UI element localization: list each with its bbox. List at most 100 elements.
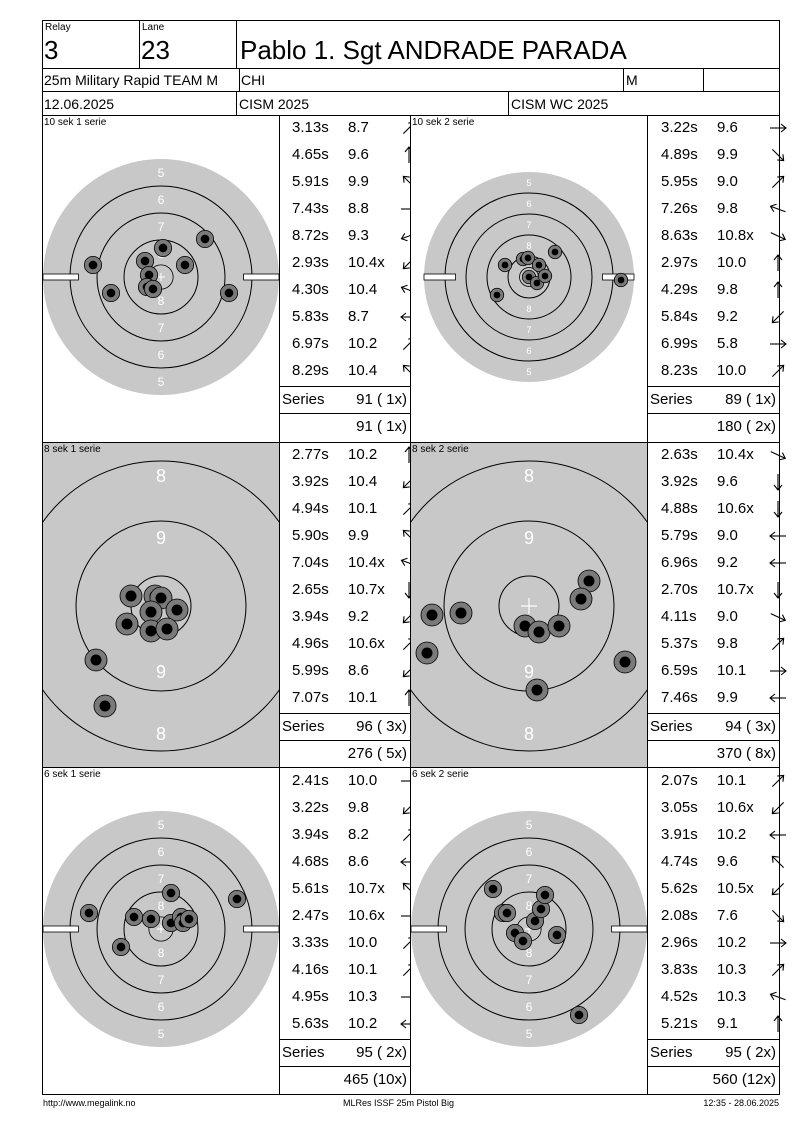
direction-arrow-icon [769,203,786,213]
shot-hole-core [88,260,98,270]
competition-name: CISM 2025 [239,96,310,112]
shot-time: 2.97s [661,254,698,271]
shot-time: 3.94s [292,608,329,625]
shot-time: 3.94s [292,826,329,843]
ring-number: 8 [526,946,533,960]
shot-row: 4.65s 9.6 [292,141,414,168]
shot-hole-core [540,890,550,900]
ring-number: 8 [526,304,531,315]
shot-score: 10.1 [717,772,747,789]
shot-score: 9.8 [717,200,738,217]
shot-time: 2.07s [661,772,698,789]
shot-score: 10.2 [717,826,747,843]
shot-time: 7.26s [661,200,698,217]
shot-hole-core [161,623,173,635]
shot-score: 9.6 [717,473,738,490]
shot-row: 2.47s 10.6x [292,902,418,929]
shot-row: 5.63s 10.2 [292,1010,417,1037]
shot-time: 5.84s [661,308,698,325]
ring-number: 7 [158,321,165,335]
direction-arrow-icon [771,310,785,324]
direction-arrow-icon [773,254,783,271]
shot-score: 10.7x [717,581,754,598]
shot-time: 3.92s [661,473,698,490]
scoring-ring [486,234,572,320]
aiming-bar [423,273,456,281]
shot-time: 7.43s [292,200,329,217]
shot-score: 10.3 [717,988,747,1005]
shot-row: 4.68s 8.6 [292,848,417,875]
shot-row: 3.92s 9.6 [661,468,783,495]
shot-row: 6.99s 5.8 [661,330,787,357]
championship-name: CISM WC 2025 [511,96,609,112]
shot-time: 6.97s [292,335,329,352]
shot-row: 4.95s 10.3 [292,983,418,1010]
scoring-ring [43,460,279,752]
shot-time: 5.37s [661,635,698,652]
shot-time: 2.08s [661,907,698,924]
ring-number: 5 [158,166,165,180]
target-6s-series-1: 5 5 6 6 7 7 8 8 [43,768,279,1094]
direction-arrow-icon [771,774,785,788]
shot-time: 5.61s [292,880,329,897]
shot-score: 10.1 [348,500,378,517]
shot-row: 8.72s 9.3 [292,222,417,249]
shot-score: 9.2 [717,308,738,325]
shot-score: 7.6 [717,907,738,924]
ring-number: 7 [526,325,531,336]
shot-hole-core [541,272,549,280]
footer-url[interactable]: http://www.megalink.no [43,1098,136,1108]
shot-hole-core [116,942,126,952]
ring-number: 6 [526,845,533,859]
shot-table: 2.07s 10.1 3.05s 10.6x 3.91s 10.2 4.74s 9.6 5.62… [661,767,787,1037]
shot-hole-core [535,261,543,269]
shot-hole-core [533,279,541,287]
shot-row: 6.96s 9.2 [661,549,786,576]
shot-hole-core [121,618,133,630]
shot-time: 4.95s [292,988,329,1005]
shot-time: 8.29s [292,362,329,379]
direction-arrow-icon [769,531,786,541]
direction-arrow-icon [771,801,785,815]
shot-time: 3.83s [661,961,698,978]
ring-number: 8 [526,241,531,252]
shot-score: 10.7x [348,581,385,598]
ring-number: 6 [526,199,531,210]
direction-arrow-icon [771,909,785,923]
scoring-ring [96,864,226,994]
shot-score: 9.0 [717,527,738,544]
shot-table: 3.13s 8.7 4.65s 9.6 5.91s 9.9 7.43s 8.8 8.72s 9.3… [292,114,418,384]
shot-table: 2.63s 10.4x 3.92s 9.6 4.88s 10.6x 5.79s 9.0 6.96… [661,441,787,711]
shot-hole-core [619,656,631,668]
aiming-bar [43,925,79,933]
target-8s-series-1: 8 8 9 9 [43,443,279,767]
shot-row: 3.22s 9.8 [292,794,416,821]
shot-row: 2.41s 10.0 [292,767,418,794]
shot-score: 10.0 [717,254,747,271]
shot-score: 10.6x [717,799,754,816]
running-total: 560 (12x) [712,1071,776,1088]
direction-arrow-icon [773,582,783,599]
shot-hole-core [552,930,562,940]
aiming-bar [611,925,647,933]
shot-hole-core [180,260,190,270]
shot-time: 4.68s [292,853,329,870]
shot-score: 9.8 [717,281,738,298]
shot-score: 5.8 [717,335,738,352]
shot-row: 2.93s 10.4x [292,249,416,276]
ring-number: 7 [526,220,531,231]
shot-time: 5.21s [661,1015,698,1032]
shot-time: 2.96s [661,934,698,951]
direction-arrow-icon [773,501,783,518]
shot-time: 3.05s [661,799,698,816]
ring-number: 8 [524,724,534,744]
match-date: 12.06.2025 [44,96,115,112]
shot-hole-core [501,261,509,269]
shot-time: 2.77s [292,446,329,463]
shot-row: 3.94s 8.2 [292,821,416,848]
ring-number: 5 [158,375,165,389]
aiming-bar [243,273,279,281]
running-total: 180 ( 2x) [716,418,776,435]
shot-score: 10.4x [348,554,385,571]
target-6s-series-2: 5 5 6 6 7 7 8 8 [411,768,647,1094]
